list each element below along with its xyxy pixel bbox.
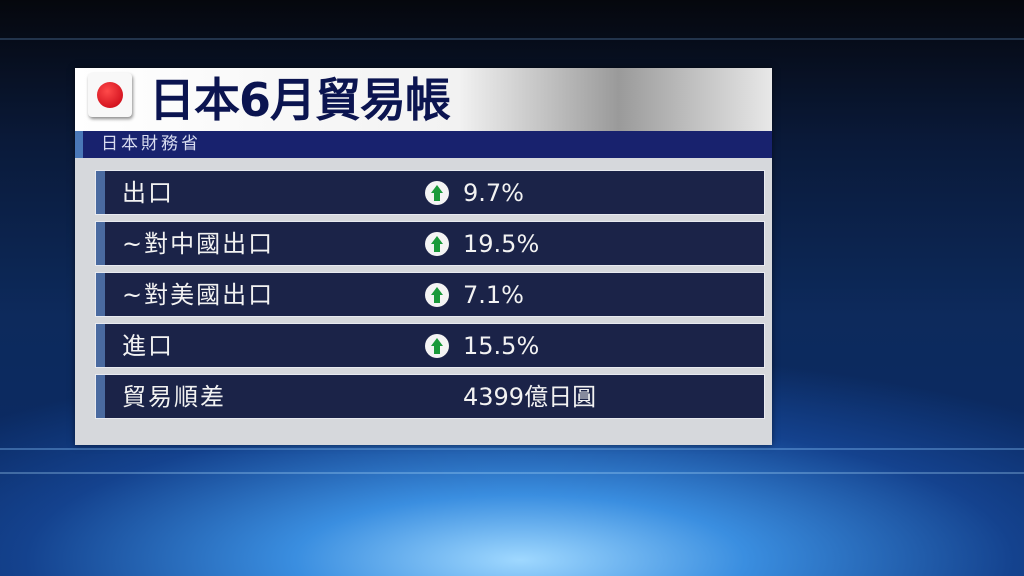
table-row: ~對美國出口 7.1% xyxy=(95,272,765,317)
table-row: 進口 15.5% xyxy=(95,323,765,368)
background-line xyxy=(0,448,1024,450)
table-row: ~對中國出口 19.5% xyxy=(95,221,765,266)
arrow-up-icon xyxy=(425,283,449,307)
row-label: ~對美國出口 xyxy=(122,281,275,309)
row-value: 7.1% xyxy=(463,281,524,309)
arrow-up-icon xyxy=(425,181,449,205)
row-label: 貿易順差 xyxy=(122,383,226,411)
source-bar: 日本財務省 xyxy=(75,131,772,158)
row-label: 進口 xyxy=(122,332,174,360)
background-line xyxy=(0,472,1024,474)
row-value: 9.7% xyxy=(463,179,524,207)
row-value: 19.5% xyxy=(463,230,540,258)
title-bar: 日本6月貿易帳 xyxy=(75,68,772,131)
background-line xyxy=(0,38,1024,40)
table-row: 出口 9.7% xyxy=(95,170,765,215)
table-row: 貿易順差 4399億日圓 xyxy=(95,374,765,419)
trade-balance-panel: 日本6月貿易帳 日本財務省 出口 9.7% ~對中國出口 19.5% ~對美國出… xyxy=(75,68,772,445)
row-value: 15.5% xyxy=(463,332,540,360)
row-label: 出口 xyxy=(122,179,174,207)
arrow-up-icon xyxy=(425,232,449,256)
japan-flag-icon xyxy=(88,73,132,117)
arrow-up-icon xyxy=(425,334,449,358)
row-label: ~對中國出口 xyxy=(122,230,275,258)
page-title: 日本6月貿易帳 xyxy=(149,73,451,127)
source-label: 日本財務省 xyxy=(101,134,201,154)
row-value: 4399億日圓 xyxy=(463,383,597,411)
